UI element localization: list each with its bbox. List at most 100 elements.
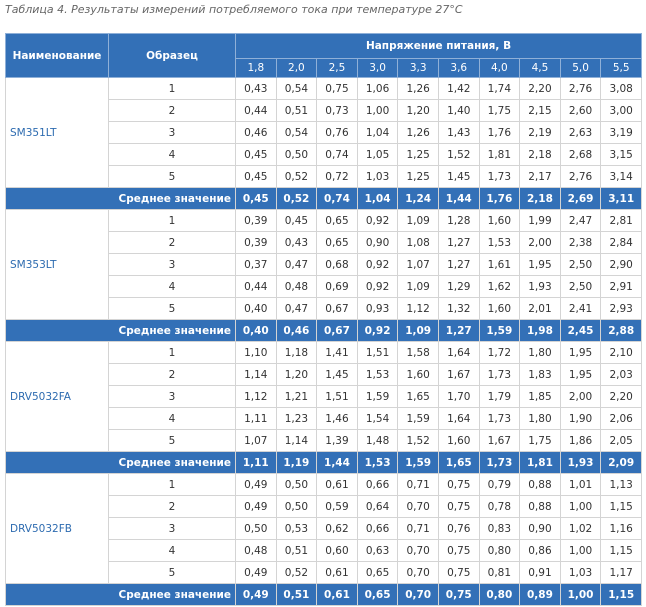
average-value: 0,45 (235, 187, 277, 210)
value-cell: 1,18 (275, 341, 318, 364)
average-value: 0,40 (235, 319, 277, 342)
value-cell: 1,26 (397, 121, 439, 144)
sample-number: 5 (108, 429, 236, 452)
value-cell: 0,39 (235, 209, 277, 232)
value-cell: 0,49 (235, 495, 277, 518)
value-cell: 3,14 (600, 165, 643, 188)
value-cell: 1,14 (235, 363, 277, 386)
value-cell: 1,05 (356, 143, 399, 166)
value-cell: 1,12 (235, 385, 277, 408)
value-cell: 1,12 (397, 297, 439, 320)
value-cell: 0,49 (235, 561, 277, 584)
value-cell: 2,05 (600, 429, 643, 452)
value-cell: 0,68 (316, 253, 358, 276)
value-cell: 1,60 (437, 429, 480, 452)
value-cell: 1,27 (437, 253, 480, 276)
value-cell: 1,60 (478, 209, 521, 232)
average-value: 0,89 (519, 583, 561, 606)
value-cell: 0,51 (275, 99, 318, 122)
value-cell: 1,08 (397, 231, 439, 254)
value-cell: 0,73 (316, 99, 358, 122)
average-label: Среднее значение (5, 187, 236, 210)
value-cell: 0,59 (316, 495, 358, 518)
value-cell: 1,86 (559, 429, 602, 452)
value-cell: 1,39 (316, 429, 358, 452)
sample-number: 3 (108, 517, 236, 540)
value-cell: 0,88 (519, 495, 561, 518)
value-cell: 0,76 (437, 517, 480, 540)
average-label: Среднее значение (5, 319, 236, 342)
table-body: SM351LT 1 0,43 0,54 0,75 1,06 1,26 1,42 1,74 2,20… (5, 77, 643, 606)
value-cell: 0,46 (235, 121, 277, 144)
average-value: 1,24 (397, 187, 439, 210)
value-cell: 1,21 (275, 385, 318, 408)
value-cell: 1,07 (235, 429, 277, 452)
value-cell: 1,02 (559, 517, 602, 540)
average-value: 1,81 (519, 451, 561, 474)
value-cell: 0,48 (235, 539, 277, 562)
value-cell: 0,69 (316, 275, 358, 298)
sample-number: 4 (108, 539, 236, 562)
average-row: Среднее значение 0,45 0,52 0,74 1,04 1,24 1,44… (5, 187, 643, 210)
average-value: 1,15 (600, 583, 643, 606)
device-name: SM353LT (5, 209, 109, 320)
average-value: 0,65 (356, 583, 399, 606)
average-row: Среднее значение 0,40 0,46 0,67 0,92 1,09 1,27… (5, 319, 643, 342)
voltage-header: 4,0 (478, 58, 521, 78)
average-value: 0,80 (478, 583, 521, 606)
value-cell: 1,59 (397, 407, 439, 430)
value-cell: 1,99 (519, 209, 561, 232)
sample-number: 4 (108, 407, 236, 430)
value-cell: 1,67 (437, 363, 480, 386)
header-row: 1,8 2,0 2,5 3,0 3,3 3,6 4,0 4,5 5,0 5,5 (6, 58, 643, 78)
value-cell: 1,20 (397, 99, 439, 122)
average-value: 0,67 (316, 319, 358, 342)
value-cell: 2,50 (559, 253, 602, 276)
value-cell: 1,64 (437, 341, 480, 364)
value-cell: 2,81 (600, 209, 643, 232)
value-cell: 0,43 (235, 77, 277, 100)
value-cell: 0,54 (275, 77, 318, 100)
average-value: 1,59 (478, 319, 521, 342)
value-cell: 0,49 (235, 473, 277, 496)
value-cell: 0,60 (316, 539, 358, 562)
value-cell: 1,60 (397, 363, 439, 386)
value-cell: 1,23 (275, 407, 318, 430)
data-row: DRV5032FB 1 0,49 0,50 0,61 0,66 0,71 0,75 0,79 0,… (5, 473, 643, 584)
sample-number: 2 (108, 231, 236, 254)
value-cell: 0,65 (316, 231, 358, 254)
value-cell: 0,70 (397, 495, 439, 518)
value-cell: 0,52 (275, 561, 318, 584)
sample-number: 2 (108, 363, 236, 386)
value-cell: 2,93 (600, 297, 643, 320)
voltage-header: 4,5 (519, 58, 561, 78)
sample-number: 1 (108, 341, 236, 364)
average-value: 2,69 (559, 187, 602, 210)
data-row: DRV5032FA 1 1,10 1,18 1,41 1,51 1,58 1,64 1,72 1,… (5, 341, 643, 452)
value-cell: 2,90 (600, 253, 643, 276)
value-cell: 1,93 (519, 275, 561, 298)
value-cell: 0,71 (397, 473, 439, 496)
data-row: 2 0,49 0,50 0,59 0,64 0,70 0,75 0,78 0,88 1,00 1,1… (6, 495, 643, 518)
value-cell: 1,85 (519, 385, 561, 408)
value-cell: 0,40 (235, 297, 277, 320)
value-cell: 1,65 (397, 385, 439, 408)
value-cell: 1,70 (437, 385, 480, 408)
value-cell: 1,95 (559, 363, 602, 386)
value-cell: 1,95 (519, 253, 561, 276)
value-cell: 1,00 (559, 539, 602, 562)
sample-number: 5 (108, 561, 236, 584)
value-cell: 0,66 (356, 517, 399, 540)
header-cell: Напряжение питания, В (234, 33, 643, 59)
value-cell: 0,37 (235, 253, 277, 276)
value-cell: 1,03 (559, 561, 602, 584)
average-value: 0,52 (275, 187, 318, 210)
value-cell: 0,44 (235, 275, 277, 298)
sample-number: 4 (108, 275, 236, 298)
value-cell: 0,70 (397, 561, 439, 584)
value-cell: 1,52 (397, 429, 439, 452)
average-label: Среднее значение (5, 583, 236, 606)
value-cell: 0,74 (316, 143, 358, 166)
average-value: 1,00 (559, 583, 602, 606)
